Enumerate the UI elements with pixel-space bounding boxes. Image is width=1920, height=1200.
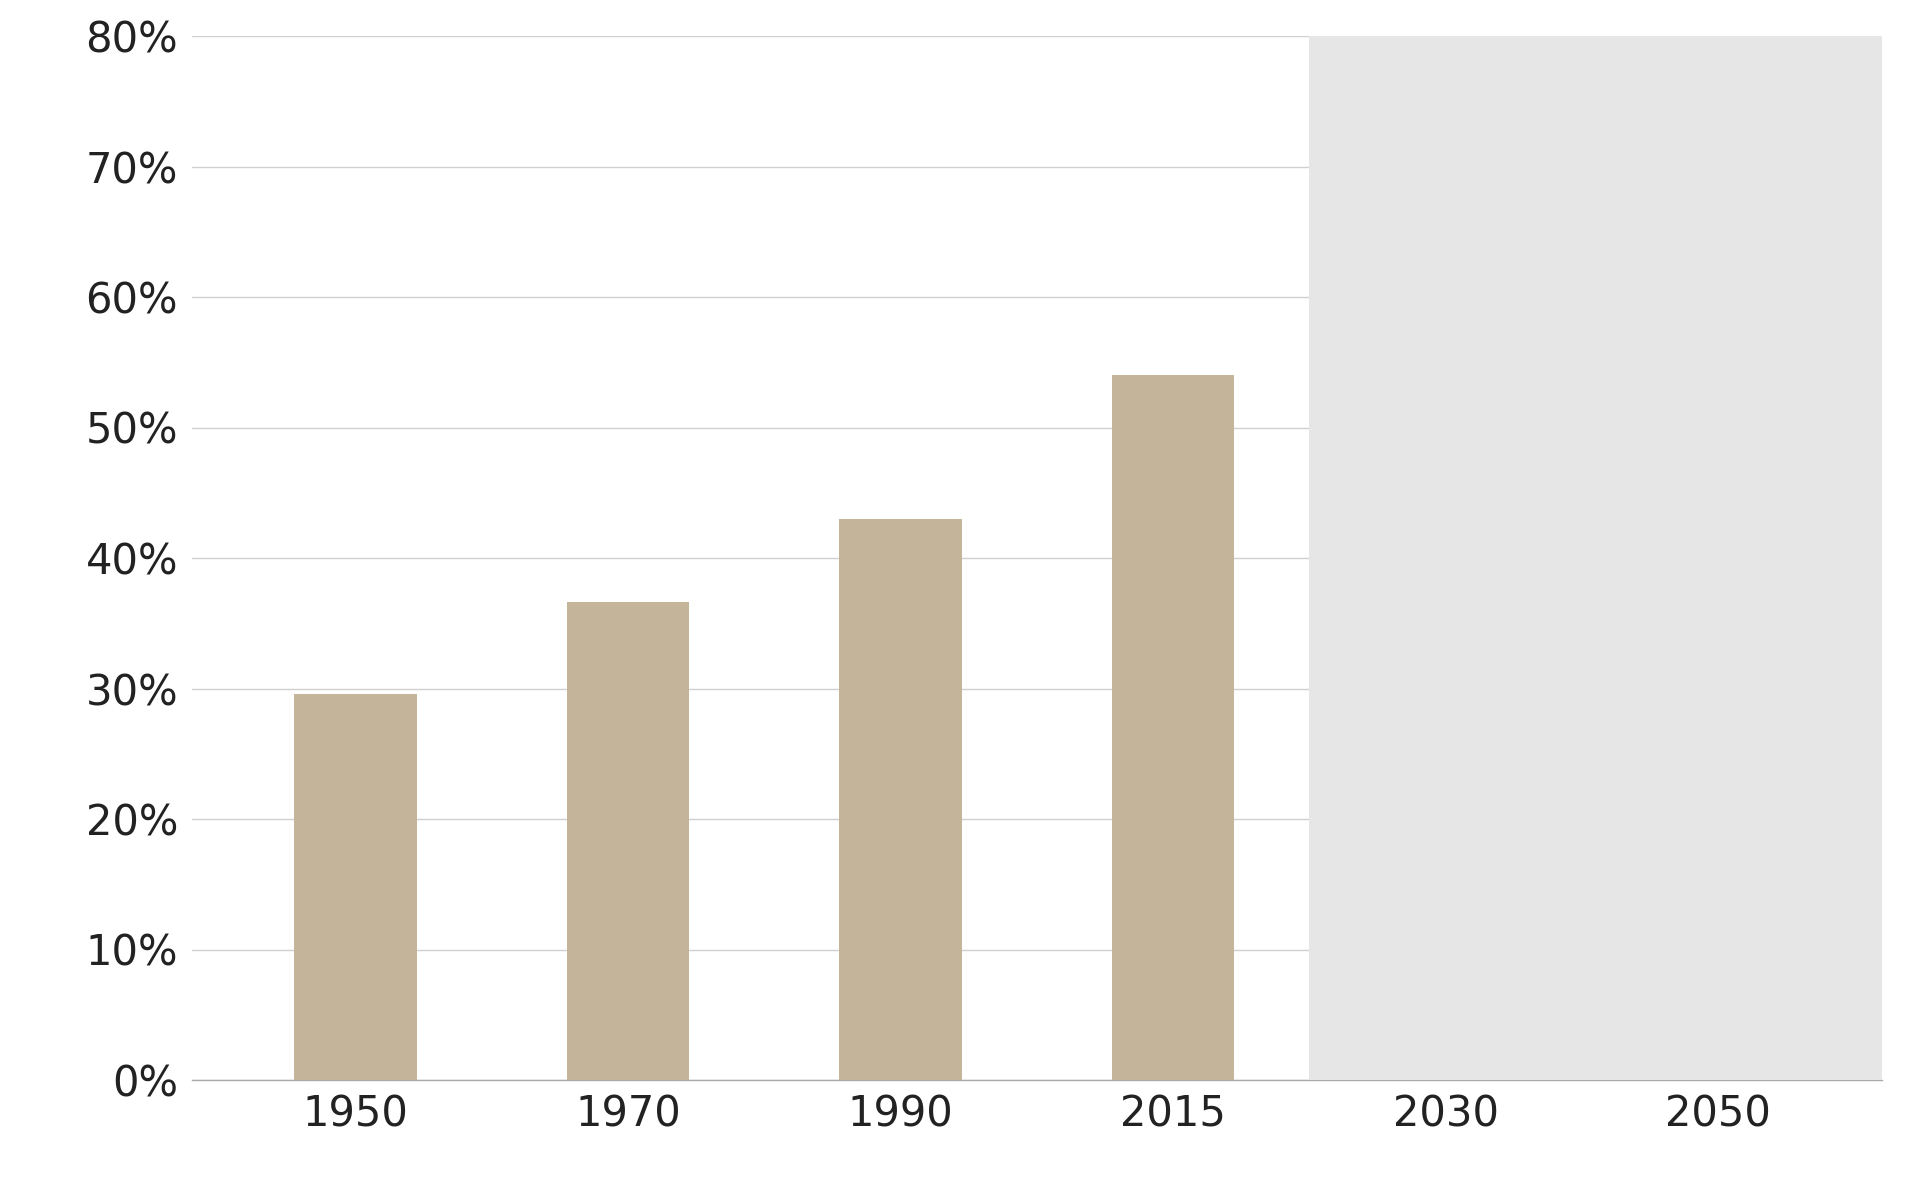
Bar <box>1657 187 1780 1080</box>
Bar <box>566 602 689 1080</box>
Bar <box>1112 376 1235 1080</box>
Bar <box>839 518 962 1080</box>
Bar <box>294 694 417 1080</box>
Bar <box>1384 292 1507 1080</box>
